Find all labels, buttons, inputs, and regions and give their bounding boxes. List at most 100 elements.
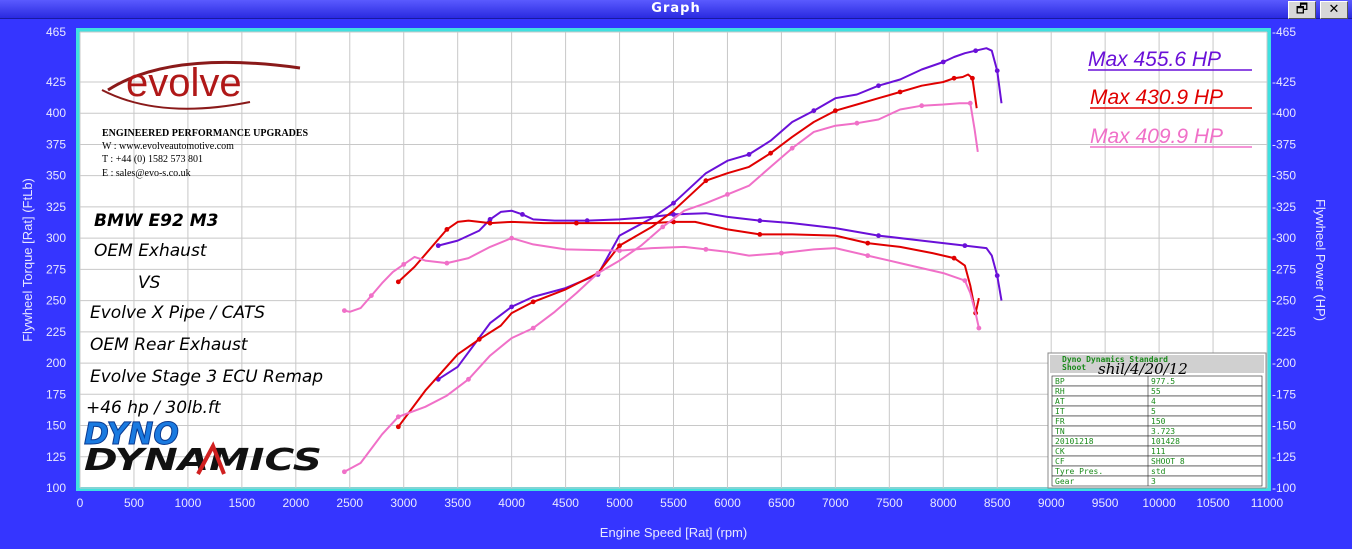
series-point-power	[530, 299, 536, 305]
info-row-key: FR	[1055, 417, 1065, 426]
y-tick-label-right: -400	[1272, 106, 1296, 120]
info-box-stamp: shil/4/20/12	[1098, 360, 1188, 378]
close-button[interactable]: ✕	[1320, 1, 1348, 19]
y-tick-label-right: -375	[1272, 137, 1296, 151]
x-tick-label: 2000	[282, 496, 309, 510]
info-row-key: TN	[1055, 427, 1065, 436]
x-tick-label: 7500	[876, 496, 903, 510]
series-point-torque	[976, 325, 982, 331]
window-title: Graph	[651, 1, 701, 16]
logo-swoosh	[107, 60, 301, 92]
max-label-red: Max 430.9 HP	[1090, 86, 1223, 109]
logo-web: W : www.evolveautomotive.com	[102, 141, 234, 152]
y-tick-label-right: -465	[1272, 25, 1296, 39]
note-vs: VS	[138, 273, 161, 293]
series-point-power	[832, 108, 838, 114]
info-row	[1051, 475, 1263, 487]
y-tick-label-right: -325	[1272, 200, 1296, 214]
logo-brand: evolve	[126, 61, 242, 105]
series-point-power	[476, 336, 482, 342]
y-tick-label-left: 465	[46, 25, 66, 39]
y-tick-label-left: 225	[46, 325, 66, 339]
note-gain: +46 hp / 30lb.ft	[86, 398, 222, 418]
logo-email: E : sales@evo-s.co.uk	[102, 168, 191, 179]
y-tick-label-left: 250	[46, 294, 66, 308]
info-box-title: Dyno Dynamics Standard	[1062, 354, 1168, 364]
series-point-power	[725, 192, 730, 197]
info-box-rows: BP 977.5 RH 55 AT 4 IT 5 FR 150 TN 3.723 20101218 101…	[1051, 375, 1263, 487]
plot-frame	[76, 28, 1271, 491]
y-tick-label-right: -175	[1272, 387, 1296, 401]
series-point-torque	[509, 235, 515, 241]
x-tick-label: 5000	[606, 496, 633, 510]
series-point-torque	[865, 253, 871, 259]
series-point-power	[967, 100, 973, 106]
info-row-value: 5	[1151, 407, 1156, 416]
x-tick-label: 9500	[1092, 496, 1119, 510]
series-point-power	[940, 59, 946, 65]
y-tick-label-right: -250	[1272, 294, 1296, 308]
x-tick-label: 500	[124, 496, 144, 510]
y-tick-label-left: 150	[46, 419, 66, 433]
x-tick-label: 4500	[552, 496, 579, 510]
info-row-key: RH	[1055, 387, 1065, 396]
logo-tagline: ENGINEERED PERFORMANCE UPGRADES	[102, 128, 309, 139]
series-point-power	[973, 48, 979, 54]
series-point-torque	[617, 248, 622, 254]
info-row-key: Tyre Pres.	[1055, 467, 1103, 476]
note-x-pipe: Evolve X Pipe / CATS	[90, 303, 265, 323]
series-point-torque	[703, 246, 709, 252]
series-point-power	[395, 424, 401, 430]
info-row-key: 20101218	[1055, 437, 1094, 446]
x-tick-label: 4000	[498, 496, 525, 510]
series-point-torque	[994, 273, 1000, 279]
y-tick-label-right: -150	[1272, 419, 1296, 433]
y-tick-label-left: 325	[46, 200, 66, 214]
logo-tel: T : +44 (0) 1582 573 801	[102, 154, 203, 165]
info-row-value: 4	[1151, 397, 1156, 406]
y-tick-label-left: 400	[46, 106, 66, 120]
series-point-torque	[444, 226, 450, 232]
y-tick-label-right: -300	[1272, 231, 1296, 245]
series-line-power	[397, 73, 978, 428]
series-point-power	[854, 120, 860, 126]
info-row-value: 101428	[1151, 437, 1180, 446]
info-row-value: 55	[1151, 387, 1161, 396]
restore-button[interactable]: 🗗	[1288, 1, 1316, 19]
series-point-power	[466, 376, 471, 382]
max-label-pink: Max 409.9 HP	[1090, 125, 1223, 148]
info-row-key: BP	[1055, 377, 1065, 386]
series-point-power	[746, 152, 752, 157]
series-point-power	[703, 178, 709, 184]
y-tick-label-right: -225	[1272, 325, 1296, 339]
y-tick-label-right: -200	[1272, 356, 1296, 370]
series-point-torque	[757, 231, 763, 237]
info-row-value: 111	[1151, 447, 1166, 456]
y-tick-label-right: -100	[1272, 481, 1296, 495]
y-tick-label-right: -275	[1272, 262, 1296, 276]
dyno-logo-line1: DYNO	[84, 417, 179, 452]
y-tick-label-right: -125	[1272, 450, 1296, 464]
series-point-power	[395, 414, 401, 420]
max-power-legend: Max 455.6 HP Max 430.9 HP Max 409.9 HP	[1088, 48, 1252, 148]
info-row-key: IT	[1055, 407, 1065, 416]
y-tick-label-left: 375	[46, 137, 66, 151]
info-row-key: Gear	[1055, 477, 1074, 486]
series-point-power	[671, 200, 676, 206]
series-point-power	[768, 150, 774, 156]
x-tick-label: 0	[77, 496, 84, 510]
note-ecu-remap: Evolve Stage 3 ECU Remap	[90, 367, 323, 387]
x-tick-label: 2500	[336, 496, 363, 510]
info-row	[1051, 395, 1263, 407]
series-point-torque	[962, 243, 968, 249]
series-point-torque	[865, 240, 871, 246]
y-tick-label-left: 275	[46, 262, 66, 276]
info-row	[1051, 405, 1263, 417]
x-tick-label: 8000	[930, 496, 957, 510]
dyno-dynamics-logo: DYNO DYNAMICS	[84, 417, 323, 479]
series-point-power	[595, 270, 601, 276]
series-point-power	[951, 75, 957, 81]
series-point-torque	[962, 278, 968, 284]
y-axis-title-left: Flywheel Torque [Rat] (FtLb)	[20, 178, 35, 342]
series-point-torque	[368, 293, 374, 299]
